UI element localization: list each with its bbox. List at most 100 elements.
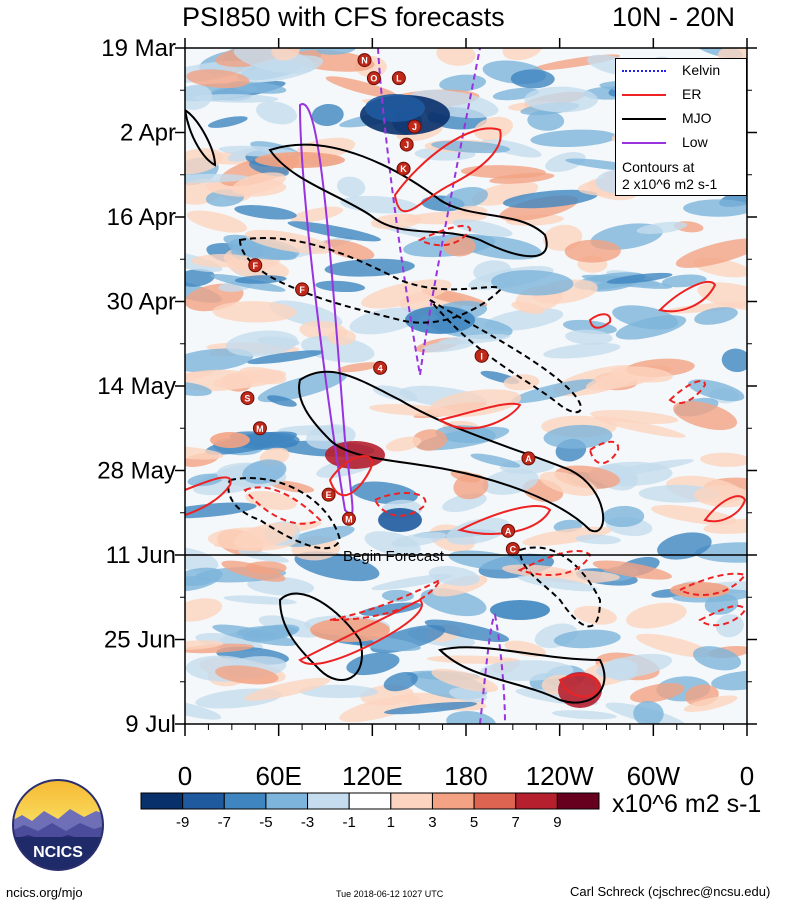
storm-marker: O [366, 71, 381, 86]
shading-blob [592, 560, 672, 580]
shading-blob [193, 94, 279, 103]
y-tick-label: 19 Mar [101, 35, 176, 62]
shading-blob [575, 534, 621, 545]
shading-blob [245, 229, 334, 254]
shading-blob [233, 48, 315, 74]
shading-blob [424, 619, 510, 643]
wave-contour [668, 380, 707, 405]
x-tick-label: 120E [342, 761, 403, 791]
shading-blob [185, 598, 223, 622]
storm-marker: 4 [373, 360, 388, 375]
shading-blob [364, 531, 421, 557]
shading-blob [511, 379, 597, 404]
shading-blob [626, 602, 687, 629]
colorbar-label: -9 [176, 814, 189, 831]
y-tick-label: 28 May [97, 458, 176, 485]
x-tick-label: 60E [256, 761, 302, 791]
legend-entry-er: ER [616, 85, 746, 105]
wave-contour [658, 280, 717, 313]
storm-label: F [299, 285, 305, 295]
x-tick-label: 180 [444, 761, 487, 791]
shading-blob [573, 605, 617, 625]
wave-contour [298, 598, 423, 665]
shading-blob [688, 379, 745, 402]
x-tick-label: 120W [526, 761, 594, 791]
shading-blob [471, 181, 539, 206]
x-tick-label: 60W [627, 761, 681, 791]
shading-blob [383, 671, 418, 692]
shading-blob [185, 148, 224, 175]
shading-blob [233, 522, 298, 549]
y-axis: 19 Mar 2 Apr 16 Apr 30 Apr 14 May 28 May 11 Ju… [97, 35, 757, 738]
shading-blob [215, 665, 279, 685]
shading-blob [446, 711, 496, 724]
wave-contour [227, 477, 342, 550]
shading-blob [530, 129, 617, 148]
shading-blob [700, 452, 747, 467]
wave-contour [243, 486, 322, 525]
contour-note: Contours at 2 x10^6 m2 s-1 [622, 159, 717, 193]
wave-contour [393, 127, 502, 213]
storm-label: C [510, 544, 517, 554]
y-tick-label: 30 Apr [107, 289, 176, 316]
shading-blob [502, 189, 598, 209]
shading-blob [564, 239, 621, 263]
shading-blob [223, 234, 297, 261]
footer-timestamp: Tue 2018-06-12 1027 UTC [336, 889, 444, 899]
shading-blob [185, 268, 215, 287]
y-tick-label: 25 Jun [104, 627, 176, 654]
storm-icon [521, 451, 536, 466]
storm-label: E [326, 490, 332, 500]
y-tick-label: 2 Apr [120, 120, 176, 147]
y-tick-label: 16 Apr [107, 204, 176, 231]
shading-blob [675, 238, 747, 268]
logo-text: NCICS [33, 844, 83, 861]
storm-label: S [244, 394, 250, 404]
wave-contour [329, 577, 443, 621]
legend: Kelvin ER MJO Low Contours at 2 x10^6 m2… [615, 58, 747, 196]
storm-marker: M [252, 421, 267, 436]
shading-feature [490, 600, 550, 620]
forecast-label: Begin Forecast [343, 548, 445, 565]
storm-label: I [480, 351, 483, 361]
chart-region: 10N - 20N [612, 2, 736, 32]
legend-label: Kelvin [682, 62, 721, 78]
shading-blob [703, 518, 747, 534]
shading-blob [316, 48, 356, 55]
shading-blob [266, 395, 297, 407]
shading-blob [683, 199, 747, 217]
storm-marker: K [396, 161, 411, 176]
storm-label: M [345, 514, 353, 524]
wave-contour [457, 505, 552, 535]
shading-blob [442, 186, 488, 210]
shading-blob [325, 76, 399, 99]
shading-blob [324, 258, 415, 277]
shading-blob [234, 205, 297, 220]
shading-blob [431, 668, 499, 693]
colorbar-swatch [182, 792, 225, 810]
shading-blob [256, 101, 297, 125]
shading-blob [636, 633, 711, 658]
shading-blob [187, 473, 224, 487]
shading-feature [670, 582, 730, 598]
storm-marker: J [407, 119, 422, 134]
shading-blob [594, 416, 686, 438]
y-tick-label: 9 Jul [125, 711, 176, 738]
shading-blob [381, 589, 414, 602]
wave-contour [703, 495, 747, 523]
shading-blob [633, 700, 664, 724]
shading-blob [271, 48, 300, 61]
storm-icon [407, 119, 422, 134]
storm-marker: I [474, 348, 489, 363]
storm-marker: S [240, 391, 255, 406]
shading-blob [429, 389, 522, 418]
wave-contour [298, 103, 354, 516]
storm-marker: J [399, 137, 414, 152]
storm-icon [396, 161, 411, 176]
shading-blob [337, 362, 381, 373]
x-tick-label: 0 [740, 761, 754, 791]
footer-site[interactable]: ncics.org/mjo [6, 885, 83, 900]
shading-blob [245, 490, 297, 511]
shading-blob [552, 710, 617, 720]
